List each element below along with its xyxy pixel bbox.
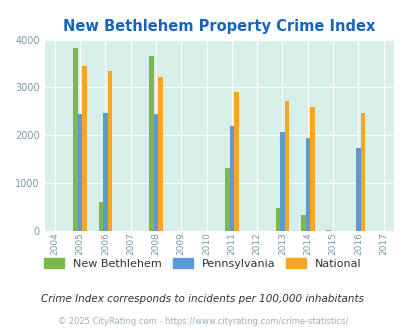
- Bar: [309, 107, 314, 231]
- Bar: [234, 92, 238, 231]
- Bar: [82, 66, 87, 231]
- Bar: [98, 202, 103, 231]
- Bar: [305, 138, 309, 231]
- Text: Crime Index corresponds to incidents per 100,000 inhabitants: Crime Index corresponds to incidents per…: [41, 294, 364, 304]
- Bar: [149, 56, 153, 231]
- Bar: [355, 148, 360, 231]
- Bar: [279, 132, 284, 231]
- Bar: [158, 78, 162, 231]
- Bar: [78, 114, 82, 231]
- Bar: [224, 168, 229, 231]
- Legend: New Bethlehem, Pennsylvania, National: New Bethlehem, Pennsylvania, National: [40, 253, 365, 273]
- Bar: [300, 215, 305, 231]
- Bar: [107, 71, 112, 231]
- Bar: [153, 114, 158, 231]
- Bar: [103, 113, 107, 231]
- Bar: [284, 101, 289, 231]
- Title: New Bethlehem Property Crime Index: New Bethlehem Property Crime Index: [63, 19, 375, 34]
- Bar: [360, 113, 364, 231]
- Bar: [73, 48, 78, 231]
- Bar: [229, 126, 234, 231]
- Bar: [326, 230, 330, 231]
- Text: © 2025 CityRating.com - https://www.cityrating.com/crime-statistics/: © 2025 CityRating.com - https://www.city…: [58, 317, 347, 326]
- Bar: [275, 208, 279, 231]
